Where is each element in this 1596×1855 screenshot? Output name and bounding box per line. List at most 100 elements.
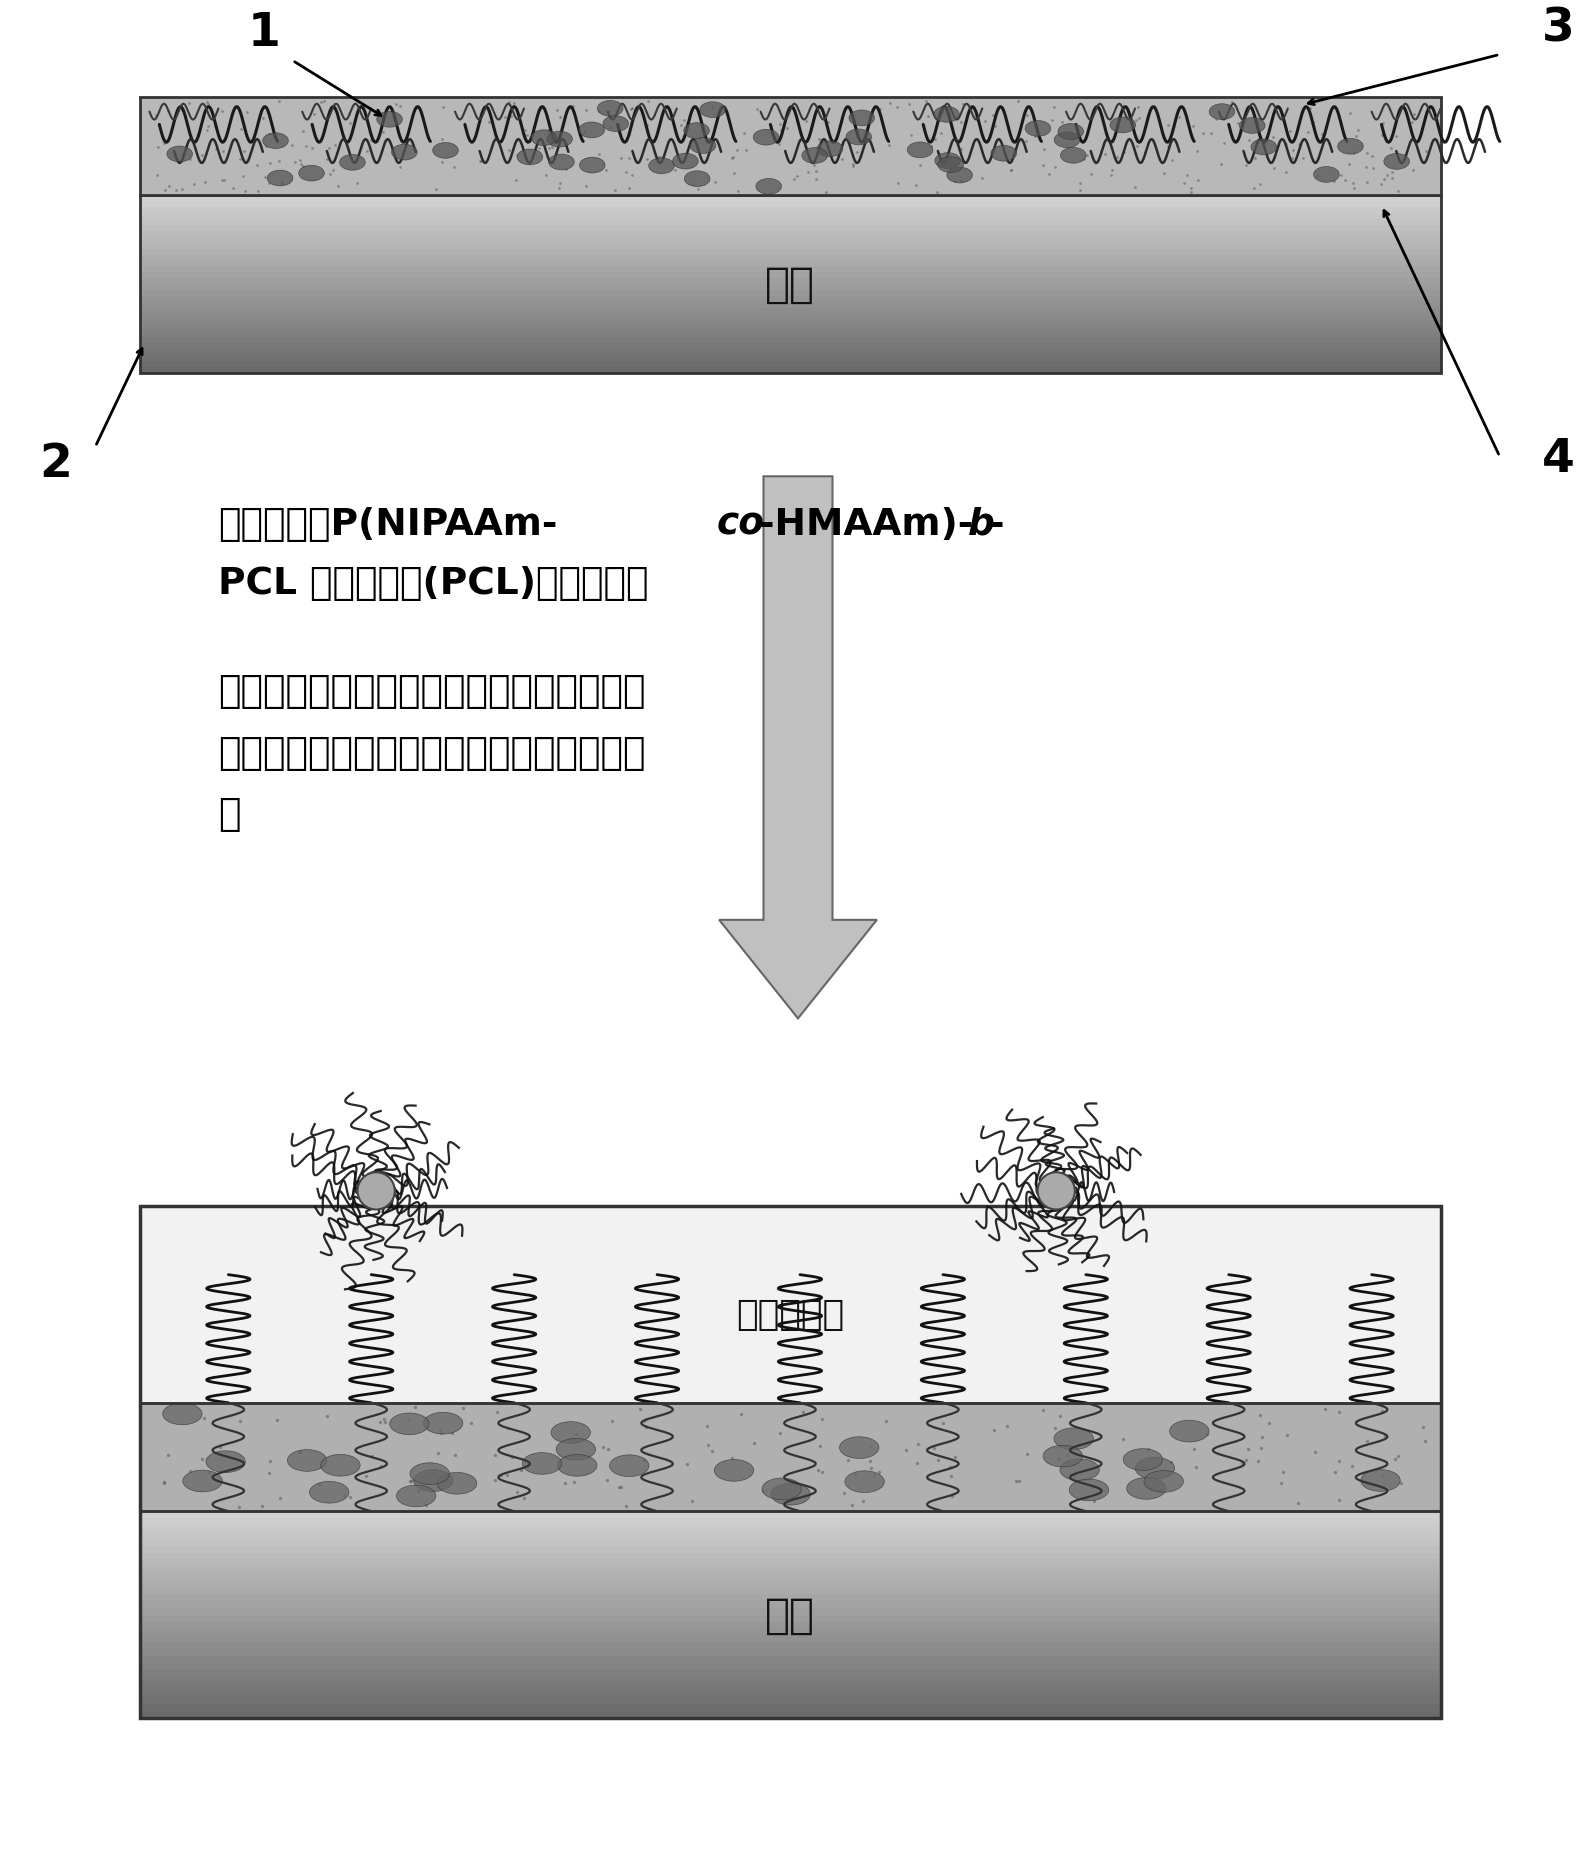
Text: 在水的作用下，两亲共聚物中亲水的温敏链: 在水的作用下，两亲共聚物中亲水的温敏链 [219,673,646,710]
Polygon shape [139,202,1441,208]
Ellipse shape [557,1454,597,1477]
Polygon shape [139,1532,1441,1540]
Ellipse shape [531,130,557,147]
Polygon shape [139,291,1441,297]
Polygon shape [139,308,1441,315]
Text: 段迁移到表面，部分可能以胶束的形式被释: 段迁移到表面，部分可能以胶束的形式被释 [219,735,646,772]
Text: b: b [967,506,994,542]
Polygon shape [139,1697,1441,1705]
Ellipse shape [946,169,972,184]
Polygon shape [139,1664,1441,1670]
Ellipse shape [934,108,959,122]
Ellipse shape [1127,1478,1167,1499]
Polygon shape [139,278,1441,286]
Circle shape [1037,1172,1074,1209]
Ellipse shape [597,102,622,117]
Ellipse shape [1055,134,1080,148]
Ellipse shape [1053,1428,1093,1451]
Ellipse shape [1240,119,1266,134]
Ellipse shape [389,1414,429,1436]
Ellipse shape [184,1471,222,1491]
Ellipse shape [757,180,782,195]
Polygon shape [139,237,1441,243]
Ellipse shape [1124,1449,1162,1471]
Ellipse shape [699,102,726,119]
Text: 2: 2 [38,441,72,488]
Ellipse shape [522,1452,562,1475]
Ellipse shape [938,158,964,173]
Polygon shape [139,1670,1441,1677]
Ellipse shape [287,1451,327,1471]
Ellipse shape [683,124,709,139]
Polygon shape [139,249,1441,256]
Circle shape [358,1172,394,1209]
Polygon shape [139,1593,1441,1601]
Polygon shape [139,367,1441,373]
Polygon shape [139,1540,1441,1545]
Ellipse shape [991,147,1017,161]
Polygon shape [139,1690,1441,1697]
Ellipse shape [771,1484,811,1504]
Polygon shape [139,1621,1441,1629]
Text: 放: 放 [219,796,241,833]
Polygon shape [139,351,1441,356]
Polygon shape [139,302,1441,308]
Polygon shape [139,315,1441,321]
Polygon shape [139,1553,1441,1560]
Ellipse shape [206,1451,246,1473]
Ellipse shape [391,145,417,161]
Polygon shape [139,1677,1441,1684]
Polygon shape [139,1684,1441,1690]
Polygon shape [139,1545,1441,1553]
Polygon shape [139,326,1441,332]
Polygon shape [139,262,1441,267]
Polygon shape [139,1616,1441,1621]
Polygon shape [139,343,1441,351]
Ellipse shape [1060,1460,1100,1480]
Polygon shape [139,1649,1441,1657]
Polygon shape [139,332,1441,338]
Ellipse shape [672,154,697,171]
Text: PCL 与聚己内酯(PCL)的共混涂层: PCL 与聚己内酯(PCL)的共混涂层 [219,566,650,601]
Ellipse shape [549,156,575,171]
Polygon shape [139,1629,1441,1636]
Polygon shape [139,356,1441,362]
Ellipse shape [298,167,324,182]
Polygon shape [720,477,876,1018]
Ellipse shape [1384,154,1409,171]
Ellipse shape [1135,1458,1175,1478]
Polygon shape [139,321,1441,326]
Ellipse shape [1109,119,1136,134]
Polygon shape [139,1588,1441,1593]
Polygon shape [139,226,1441,232]
Polygon shape [139,1601,1441,1608]
Ellipse shape [1144,1471,1183,1493]
Ellipse shape [1060,148,1087,163]
Ellipse shape [437,1473,477,1495]
Ellipse shape [517,150,543,165]
Polygon shape [139,1712,1441,1718]
Ellipse shape [1058,124,1084,141]
Polygon shape [139,1525,1441,1532]
Ellipse shape [1025,121,1050,137]
Ellipse shape [603,117,629,132]
Ellipse shape [935,154,961,169]
Polygon shape [139,338,1441,343]
Ellipse shape [685,173,710,187]
Ellipse shape [579,122,605,139]
Ellipse shape [547,132,573,148]
Ellipse shape [551,1423,591,1443]
Ellipse shape [1069,1478,1109,1501]
Ellipse shape [377,113,402,128]
Ellipse shape [1337,139,1363,156]
Text: 温敏控释层: 温敏控释层 [736,1297,844,1332]
Polygon shape [139,1657,1441,1664]
Polygon shape [139,197,1441,202]
Ellipse shape [648,160,674,174]
Polygon shape [139,273,1441,278]
Text: 4: 4 [1542,438,1575,482]
Text: 支架: 支架 [764,263,816,306]
Ellipse shape [579,158,605,174]
Ellipse shape [168,147,193,163]
Polygon shape [139,1567,1441,1573]
